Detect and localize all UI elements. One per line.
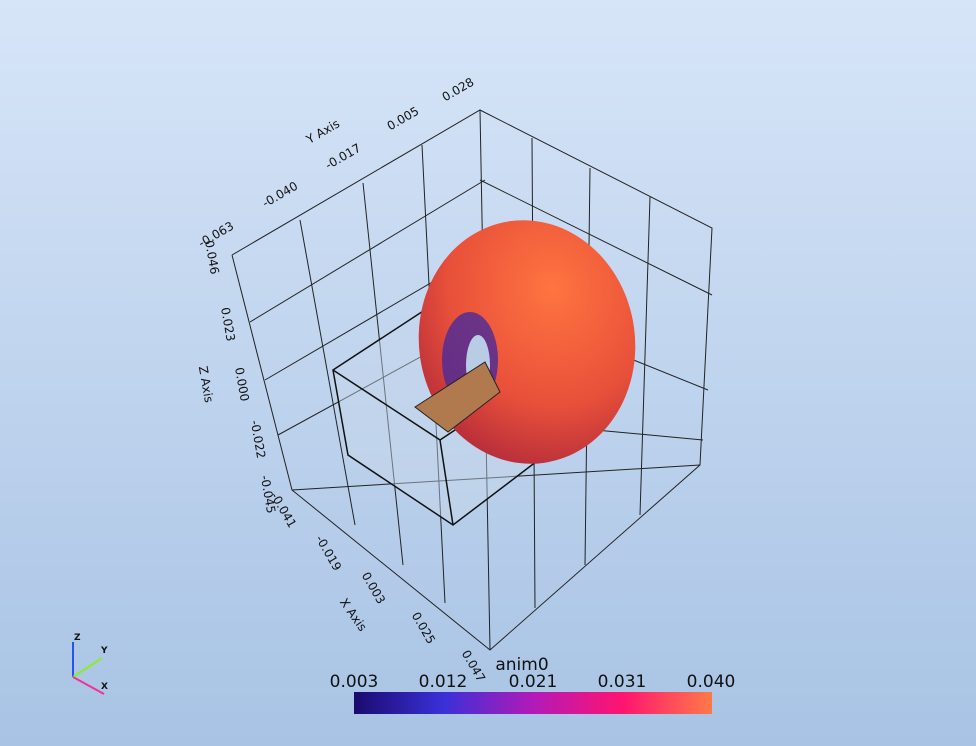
z-tick-label: -0.022 [248, 419, 269, 460]
y-tick-label: -0.017 [323, 141, 364, 172]
orientation-label: X [101, 682, 108, 692]
x-tick-label: 0.025 [409, 610, 438, 647]
colorbar-title: anim0 [495, 655, 548, 675]
colorbar [354, 692, 712, 714]
orientation-label: Z [74, 633, 81, 643]
y-tick-label: 0.028 [440, 75, 477, 104]
x-tick-label: 0.003 [359, 570, 388, 607]
colorbar-tick: 0.040 [687, 672, 736, 692]
z-axis-title: Z Axis [196, 365, 216, 404]
x-tick-label: -0.019 [313, 533, 344, 574]
antenna-board [414, 361, 501, 433]
orientation-widget [72, 642, 105, 695]
colorbar-tick: 0.003 [330, 672, 379, 692]
colorbar-tick: 0.031 [598, 672, 647, 692]
orientation-label: Y [100, 646, 108, 656]
y-tick-label: -0.040 [260, 179, 301, 210]
z-tick-label: -0.045 [258, 474, 279, 515]
x-axis-title: X Axis [337, 596, 370, 634]
y-tick-label: 0.005 [385, 104, 422, 133]
z-tick-label: 0.046 [202, 239, 222, 275]
z-tick-label: 0.000 [232, 366, 252, 402]
z-tick-label: 0.023 [218, 306, 238, 342]
colorbar-tick: 0.021 [509, 672, 558, 692]
colorbar-tick: 0.012 [419, 672, 468, 692]
y-axis-title: Y Axis [303, 116, 342, 147]
